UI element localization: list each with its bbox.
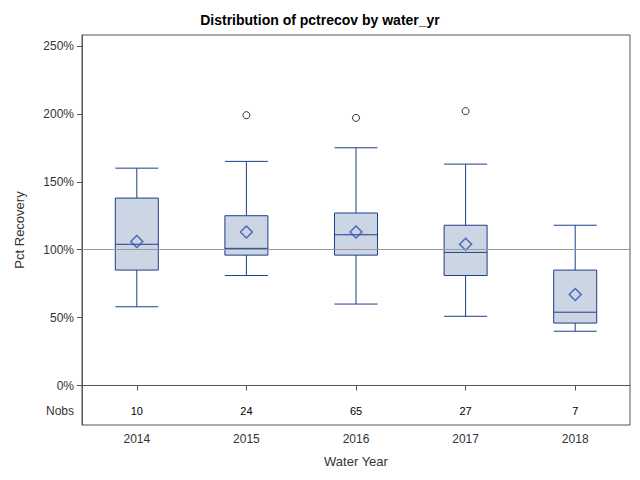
svg-text:65: 65 xyxy=(350,405,362,417)
svg-text:2015: 2015 xyxy=(233,432,260,446)
svg-text:Pct Recovery: Pct Recovery xyxy=(12,191,27,269)
svg-text:2014: 2014 xyxy=(123,432,150,446)
svg-text:100%: 100% xyxy=(43,243,74,257)
svg-text:24: 24 xyxy=(240,405,252,417)
svg-text:Water Year: Water Year xyxy=(324,454,389,469)
svg-text:10: 10 xyxy=(131,405,143,417)
svg-text:7: 7 xyxy=(572,405,578,417)
svg-text:Distribution of pctrecov by wa: Distribution of pctrecov by water_yr xyxy=(200,12,440,28)
svg-text:27: 27 xyxy=(459,405,471,417)
svg-text:Nobs: Nobs xyxy=(46,404,74,418)
svg-text:50%: 50% xyxy=(50,311,74,325)
svg-text:2016: 2016 xyxy=(343,432,370,446)
svg-text:2017: 2017 xyxy=(452,432,479,446)
svg-text:150%: 150% xyxy=(43,175,74,189)
svg-text:0%: 0% xyxy=(57,379,75,393)
svg-text:2018: 2018 xyxy=(562,432,589,446)
svg-text:250%: 250% xyxy=(43,39,74,53)
svg-text:200%: 200% xyxy=(43,107,74,121)
